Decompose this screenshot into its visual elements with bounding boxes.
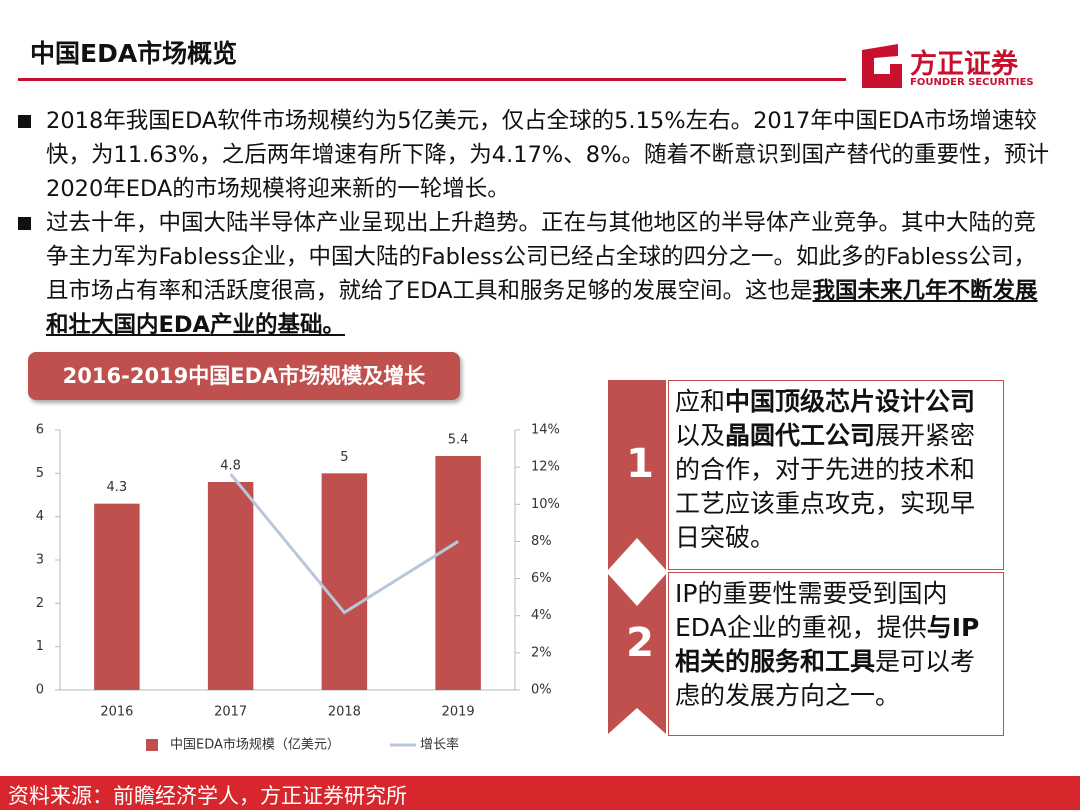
bar (435, 456, 481, 690)
legend-swatch (146, 739, 158, 751)
point-text: 是可以考虑的发展方向之一。 (675, 647, 976, 710)
logo-name: 方正证券 (910, 49, 1018, 80)
point-number: 1 (626, 441, 654, 487)
y-tick-label: 6 (36, 423, 44, 438)
y2-tick-label: 12% (531, 460, 560, 475)
bullet: 过去十年，中国大陆半导体产业呈现出上升趋势。正在与其他地区的半导体产业竞争。其中… (14, 206, 1054, 342)
legend-label: 中国EDA市场规模（亿美元） (170, 737, 340, 753)
y-tick-label: 2 (36, 596, 44, 611)
y-tick-label: 1 (36, 639, 44, 654)
line (229, 473, 459, 615)
y2-tick-label: 2% (531, 645, 552, 660)
bar-label: 5 (340, 450, 348, 465)
y-tick-label: 0 (36, 683, 44, 698)
source-note: 资料来源：前瞻经济学人，方正证券研究所 (8, 784, 407, 808)
bar (321, 473, 368, 690)
point-text: 应和 (675, 387, 726, 416)
legend-label: 增长率 (420, 737, 459, 753)
x-tick-label: 2016 (100, 705, 133, 720)
bullet-emphasis: 我国未来几年不断发展和壮大国内EDA产业的基础。 (46, 278, 1038, 338)
title-rule (18, 78, 846, 81)
logo: 方正证券 FOUNDER SECURITIES (862, 42, 1062, 92)
bullet: 2018年我国EDA软件市场规模约为5亿美元，仅占全球的5.15%左右。2017… (14, 104, 1054, 206)
footer-bar: 资料来源：前瞻经济学人，方正证券研究所 (0, 776, 1080, 810)
x-tick-label: 2018 (328, 705, 361, 720)
bar (207, 482, 254, 690)
x-tick-label: 2017 (214, 705, 247, 720)
bar (94, 503, 140, 690)
y2-tick-label: 6% (531, 571, 552, 586)
point-text: 与IP相关的服务和工具 (675, 613, 980, 676)
point-text: 晶圆代工公司 (725, 421, 876, 450)
logo-icon (862, 44, 902, 88)
y2-tick-label: 4% (531, 608, 552, 623)
chevrons (608, 380, 666, 734)
bullet-text: 过去十年，中国大陆半导体产业呈现出上升趋势。正在与其他地区的半导体产业竞争。其中… (46, 210, 1037, 304)
point-text: IP的重要性需要受到国内EDA企业的重视，提供 (675, 579, 948, 642)
y2-tick-label: 8% (531, 534, 552, 549)
x-tick-label: 2019 (442, 705, 475, 720)
point-text: 中国顶级芯片设计公司 (725, 387, 976, 416)
bullet-text: 2018年我国EDA软件市场规模约为5亿美元，仅占全球的5.15%左右。2017… (46, 108, 1049, 202)
slide-title: 中国EDA市场概览 (30, 39, 238, 68)
y2-tick-label: 14% (531, 423, 560, 438)
point-box: 应和中国顶级芯片设计公司以及晶圆代工公司展开紧密的合作，对于先进的技术和工艺应该… (668, 380, 1004, 570)
bar-label: 4.8 (220, 459, 241, 474)
y2-tick-label: 0% (531, 683, 552, 698)
point-number: 2 (626, 620, 654, 666)
logo-subtitle: FOUNDER SECURITIES (910, 77, 1034, 88)
y2-tick-label: 10% (531, 497, 560, 512)
bullet-list: 2018年我国EDA软件市场规模约为5亿美元，仅占全球的5.15%左右。2017… (14, 104, 1054, 342)
bar-label: 4.3 (107, 480, 128, 495)
point-text: 以及 (675, 421, 726, 450)
chart: 0 1 2 3 4 5 6 0% 2% 4% 6% 8% 10% 12% 14% 2016 2017 2018 20… (36, 423, 560, 753)
y-tick-label: 4 (36, 509, 44, 524)
y-tick-label: 5 (36, 466, 44, 481)
y-tick-label: 3 (36, 553, 44, 568)
bar-label: 5.4 (448, 433, 469, 448)
chart-title: 2016-2019中国EDA市场规模及增长 (28, 352, 460, 400)
point-box: IP的重要性需要受到国内EDA企业的重视，提供与IP相关的服务和工具是可以考虑的… (668, 572, 1004, 736)
point-text: 展开紧密的合作，对于先进的技术和工艺应该重点攻克，实现早日突破。 (675, 421, 976, 552)
